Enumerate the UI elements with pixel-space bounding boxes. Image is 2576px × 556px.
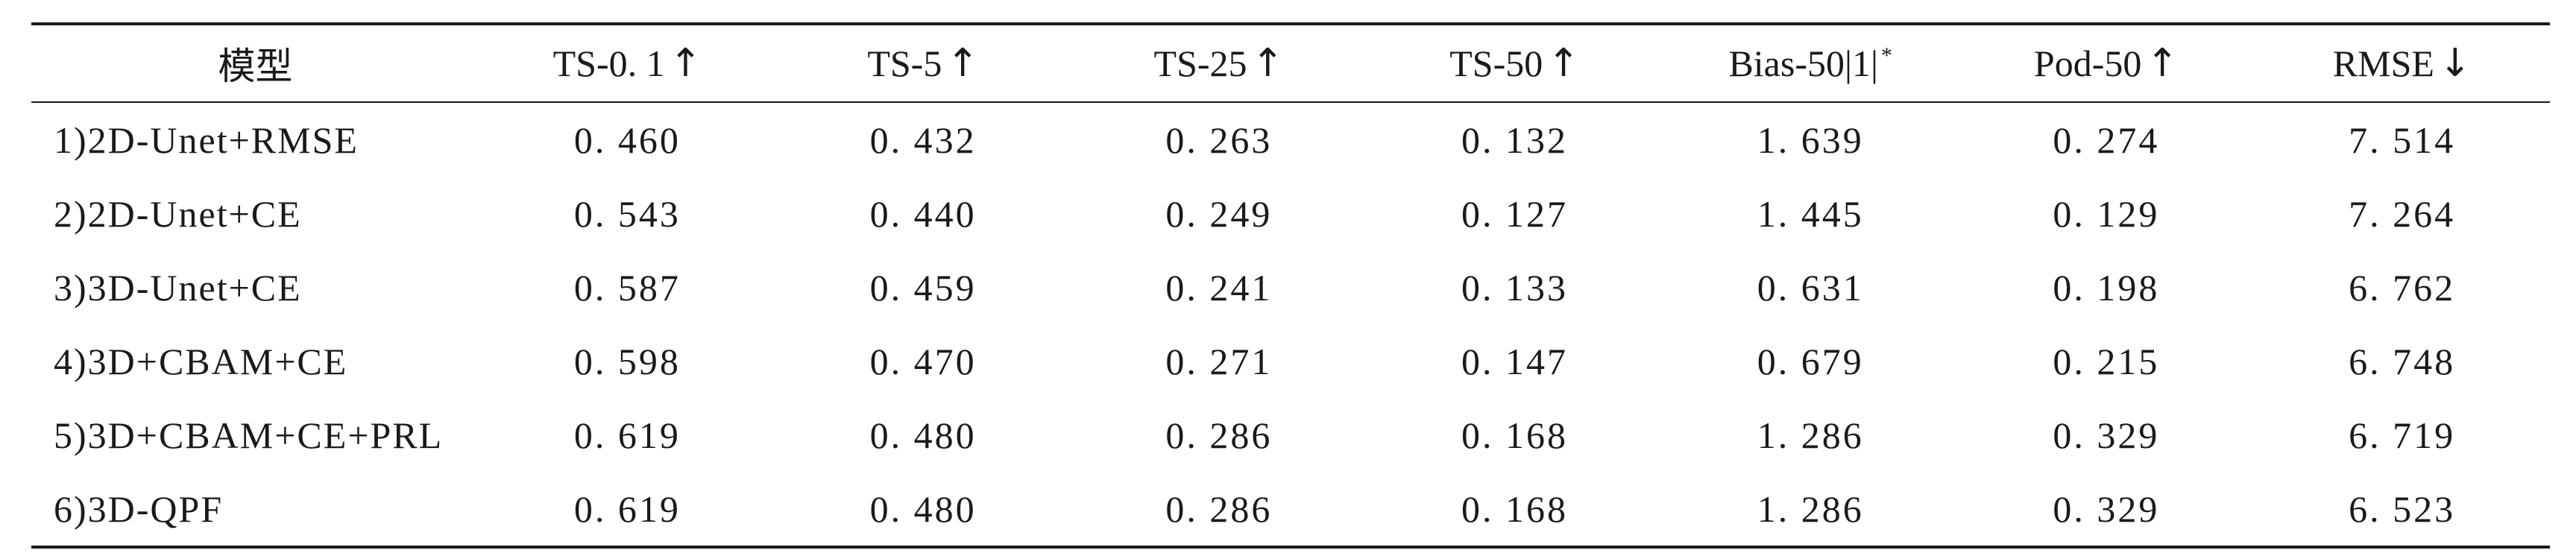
- header-ts-50: TS-50 ↑: [1449, 41, 1580, 86]
- table-row: 4)3D+CBAM+CE 0. 598 0. 470 0. 271 0. 147…: [31, 324, 2550, 398]
- cell-rmse: 7. 514: [2349, 119, 2456, 161]
- cell-ts-25: 0. 286: [1165, 414, 1273, 456]
- cell-pod-50: 0. 129: [2053, 192, 2160, 235]
- asterisk-note: *: [1881, 43, 1892, 69]
- table-row: 2)2D-Unet+CE 0. 543 0. 440 0. 249 0. 127…: [31, 177, 2550, 250]
- cell-ts-25: 0. 263: [1165, 119, 1273, 161]
- cell-pod-50: 0. 329: [2053, 414, 2160, 456]
- cell-ts-5: 0. 432: [869, 119, 977, 161]
- up-arrow-icon: ↑: [946, 41, 979, 86]
- cell-ts-0-1: 0. 619: [573, 487, 681, 530]
- row-model-name: 5)3D+CBAM+CE+PRL: [54, 414, 444, 456]
- cell-rmse: 6. 719: [2349, 414, 2456, 456]
- cell-ts-50: 0. 168: [1461, 414, 1569, 456]
- cell-ts-50: 0. 127: [1461, 192, 1569, 235]
- row-model-name: 6)3D-QPF: [54, 487, 224, 530]
- cell-rmse: 6. 762: [2349, 266, 2456, 309]
- cell-ts-0-1: 0. 619: [573, 414, 681, 456]
- row-model-name: 3)3D-Unet+CE: [54, 266, 302, 309]
- cell-ts-5: 0. 459: [869, 266, 977, 309]
- row-model-name: 2)2D-Unet+CE: [54, 192, 302, 235]
- cell-ts-5: 0. 440: [869, 192, 977, 235]
- cell-rmse: 6. 523: [2349, 487, 2456, 530]
- header-bias-50: Bias-50|1| *: [1728, 42, 1892, 84]
- cell-bias-50: 0. 679: [1757, 340, 1864, 382]
- table-row: 5)3D+CBAM+CE+PRL 0. 619 0. 480 0. 286 0.…: [31, 398, 2550, 472]
- table-row: 1)2D-Unet+RMSE 0. 460 0. 432 0. 263 0. 1…: [31, 102, 2550, 177]
- cell-bias-50: 1. 445: [1757, 192, 1864, 235]
- row-model-name: 1)2D-Unet+RMSE: [54, 119, 359, 161]
- cell-bias-50: 1. 639: [1757, 119, 1864, 161]
- header-pod-50: Pod-50 ↑: [2033, 41, 2179, 86]
- cell-ts-0-1: 0. 598: [573, 340, 681, 382]
- header-ts-5: TS-5 ↑: [867, 41, 979, 86]
- table-row: 6)3D-QPF 0. 619 0. 480 0. 286 0. 168 1. …: [31, 472, 2550, 547]
- header-model: 模型: [218, 45, 293, 87]
- results-table-container: 模型 TS-0. 1 ↑ TS-5 ↑ TS-25 ↑ TS-50 ↑ Bias-50|…: [31, 22, 2550, 549]
- results-table: 模型 TS-0. 1 ↑ TS-5 ↑ TS-25 ↑ TS-50 ↑ Bias-50|…: [31, 22, 2550, 549]
- cell-ts-25: 0. 271: [1165, 340, 1273, 382]
- cell-rmse: 6. 748: [2349, 340, 2456, 382]
- cell-pod-50: 0. 198: [2053, 266, 2160, 309]
- row-model-name: 4)3D+CBAM+CE: [54, 340, 348, 382]
- down-arrow-icon: ↓: [2438, 41, 2472, 86]
- cell-pod-50: 0. 329: [2053, 487, 2160, 530]
- cell-ts-0-1: 0. 587: [573, 266, 681, 309]
- cell-ts-50: 0. 133: [1461, 266, 1569, 309]
- cell-bias-50: 0. 631: [1757, 266, 1864, 309]
- up-arrow-icon: ↑: [2146, 41, 2179, 86]
- up-arrow-icon: ↑: [669, 41, 702, 86]
- cell-ts-5: 0. 470: [869, 340, 977, 382]
- cell-ts-25: 0. 286: [1165, 487, 1273, 530]
- cell-rmse: 7. 264: [2349, 192, 2456, 235]
- cell-ts-50: 0. 168: [1461, 487, 1569, 530]
- up-arrow-icon: ↑: [1547, 41, 1580, 86]
- header-rmse: RMSE ↓: [2332, 41, 2472, 86]
- header-row: 模型 TS-0. 1 ↑ TS-5 ↑ TS-25 ↑ TS-50 ↑ Bias-50|…: [31, 24, 2550, 102]
- cell-bias-50: 1. 286: [1757, 414, 1864, 456]
- cell-pod-50: 0. 274: [2053, 119, 2160, 161]
- cell-ts-25: 0. 249: [1165, 192, 1273, 235]
- cell-ts-25: 0. 241: [1165, 266, 1273, 309]
- header-ts-25: TS-25 ↑: [1153, 41, 1285, 86]
- cell-pod-50: 0. 215: [2053, 340, 2160, 382]
- up-arrow-icon: ↑: [1251, 41, 1285, 86]
- cell-ts-0-1: 0. 460: [573, 119, 681, 161]
- cell-ts-50: 0. 147: [1461, 340, 1569, 382]
- cell-bias-50: 1. 286: [1757, 487, 1864, 530]
- table-row: 3)3D-Unet+CE 0. 587 0. 459 0. 241 0. 133…: [31, 250, 2550, 324]
- cell-ts-50: 0. 132: [1461, 119, 1569, 161]
- cell-ts-5: 0. 480: [869, 414, 977, 456]
- cell-ts-5: 0. 480: [869, 487, 977, 530]
- header-ts-0-1: TS-0. 1 ↑: [552, 41, 702, 86]
- cell-ts-0-1: 0. 543: [573, 192, 681, 235]
